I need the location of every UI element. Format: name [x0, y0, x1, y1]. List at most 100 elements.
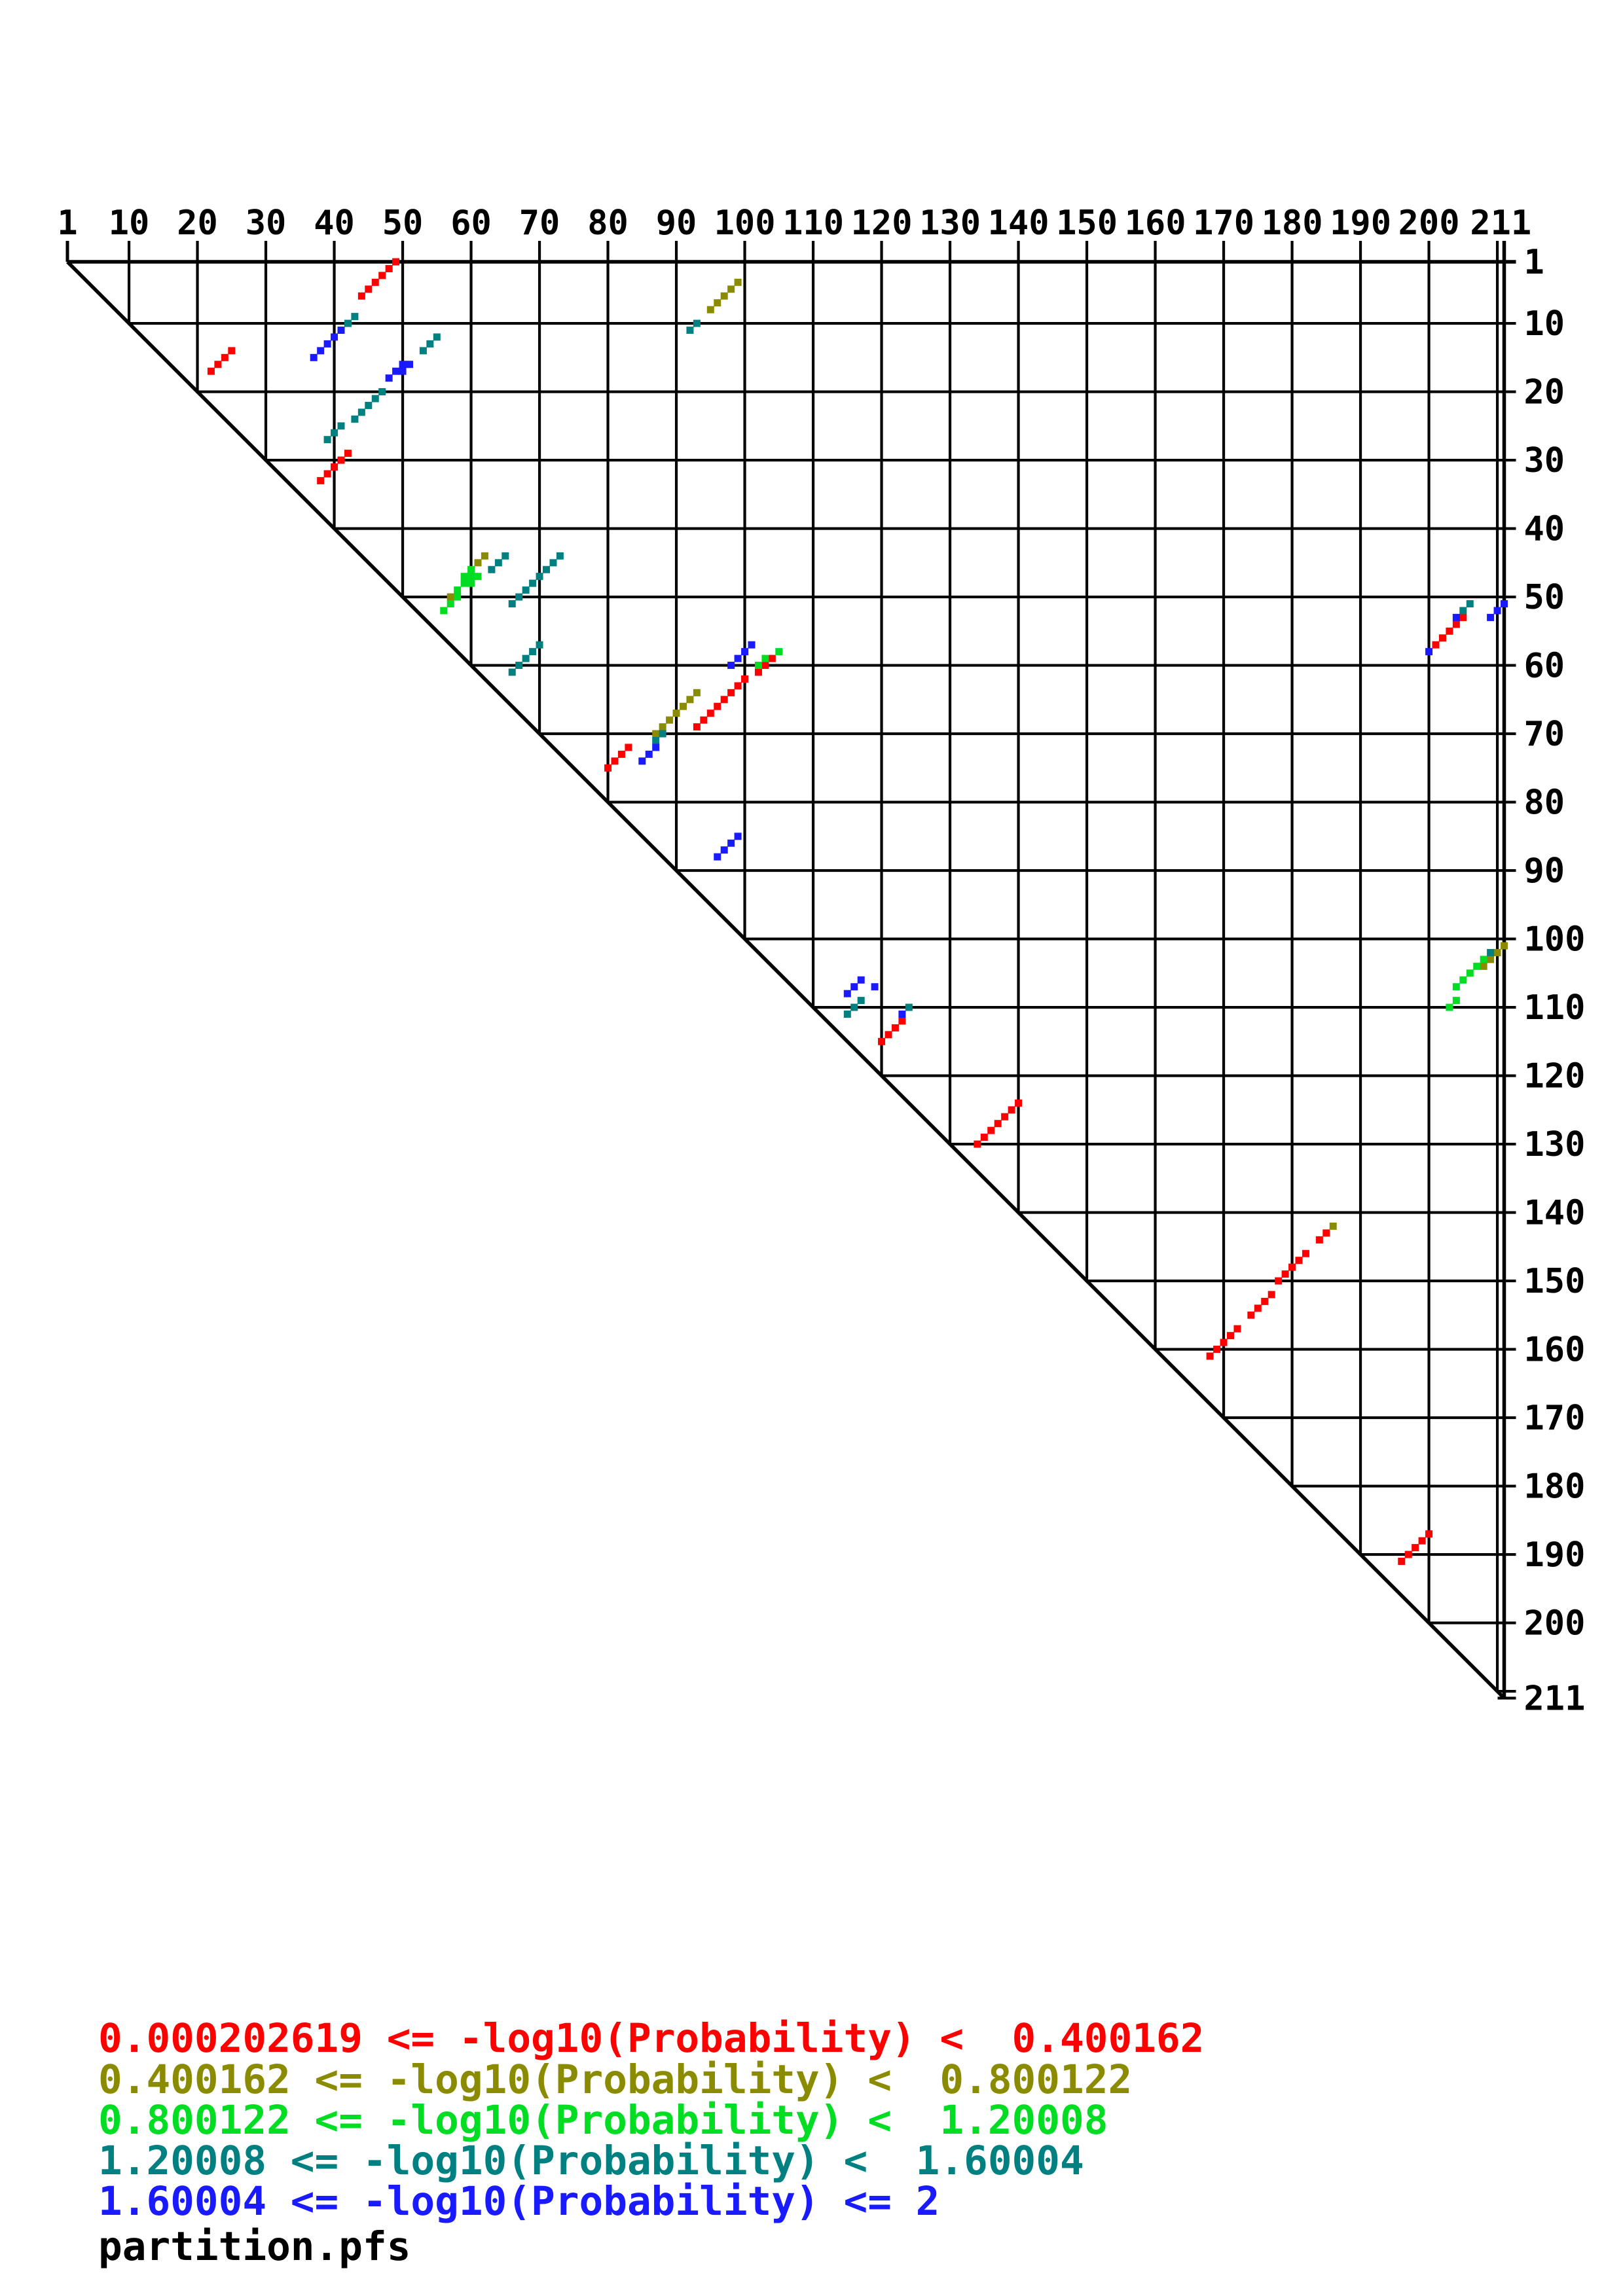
- pair-dot: [228, 347, 236, 355]
- legend-line-green: 0.800122 <= -log10(Probability) < 1.2000…: [98, 2097, 1108, 2144]
- pair-dot: [337, 422, 345, 430]
- pair-dot: [686, 327, 694, 334]
- right-tick-label-1: 1: [1524, 243, 1544, 282]
- pair-dot: [331, 429, 338, 437]
- top-tick-label-1: 1: [57, 204, 77, 243]
- pair-dot: [714, 299, 721, 307]
- pair-dot: [645, 750, 653, 758]
- pair-dot: [741, 675, 749, 683]
- pair-dot: [221, 353, 228, 361]
- top-tick-label-180: 180: [1262, 204, 1323, 243]
- pair-dot: [1459, 976, 1467, 984]
- dots-series-3: [323, 313, 1495, 1018]
- pair-dot: [337, 456, 345, 464]
- right-tick-label-80: 80: [1524, 783, 1565, 823]
- dots-series-0: [207, 258, 1467, 1565]
- pair-dot: [1213, 1346, 1221, 1354]
- pair-dot: [494, 559, 502, 567]
- right-tick-label-100: 100: [1524, 920, 1586, 960]
- right-tick-label-211: 211: [1524, 1679, 1586, 1719]
- pair-dot: [378, 272, 386, 279]
- pair-dot: [454, 586, 462, 594]
- pair-dot: [460, 573, 468, 581]
- grid-lines: [127, 241, 1516, 1693]
- pair-dot: [454, 593, 462, 601]
- pair-dot: [207, 367, 215, 375]
- pair-dot: [1480, 962, 1487, 970]
- pair-dot: [700, 716, 708, 724]
- pair-dot: [529, 648, 537, 656]
- pair-dot: [323, 470, 331, 478]
- pair-dot: [734, 682, 742, 690]
- pair-dot: [1220, 1338, 1228, 1346]
- right-tick-label-140: 140: [1524, 1194, 1586, 1233]
- pair-dot: [1267, 1291, 1275, 1299]
- pair-dot: [508, 668, 516, 676]
- top-tick-label-40: 40: [314, 204, 355, 243]
- pair-dot: [501, 552, 509, 560]
- pair-dot: [1206, 1352, 1214, 1360]
- pair-dot: [652, 744, 660, 751]
- pair-dot: [659, 730, 666, 738]
- pair-dot: [693, 689, 701, 696]
- pair-dot: [652, 737, 660, 744]
- pair-dot: [467, 573, 475, 581]
- pair-dot: [768, 655, 776, 662]
- pair-dot: [508, 600, 516, 607]
- pair-dot: [1446, 627, 1453, 635]
- pair-dot: [447, 593, 454, 601]
- pair-dot: [1446, 1003, 1453, 1011]
- pair-dot: [1398, 1558, 1406, 1565]
- pair-dot: [371, 278, 379, 286]
- pair-dot: [351, 313, 359, 321]
- pair-dot: [1459, 613, 1467, 621]
- pair-dot: [652, 730, 660, 738]
- top-tick-label-70: 70: [519, 204, 560, 243]
- pair-dot: [522, 586, 530, 594]
- top-tick-label-80: 80: [587, 204, 629, 243]
- pair-dot: [878, 1037, 886, 1045]
- right-tick-label-200: 200: [1524, 1604, 1586, 1643]
- pair-dot: [488, 565, 496, 573]
- pair-dot: [850, 1003, 858, 1011]
- pair-dot: [693, 319, 701, 327]
- pair-dot: [871, 983, 879, 991]
- pair-dot: [481, 552, 488, 560]
- pair-dot: [1466, 600, 1474, 607]
- pair-dot: [659, 723, 666, 731]
- pair-dot: [720, 292, 728, 300]
- legend-line-teal: 1.20008 <= -log10(Probability) < 1.60004: [98, 2138, 1084, 2184]
- pair-dot: [392, 258, 400, 266]
- pair-dot: [1261, 1297, 1269, 1305]
- pair-dot: [741, 648, 749, 656]
- pair-dot: [761, 662, 769, 670]
- pair-dot: [843, 990, 851, 997]
- pair-dot: [980, 1134, 988, 1141]
- pair-dot: [1281, 1270, 1289, 1278]
- pair-dot: [536, 641, 543, 649]
- pair-dot: [1459, 607, 1467, 615]
- pair-dot: [754, 668, 762, 676]
- pair-dot: [898, 1011, 906, 1018]
- pair-dot: [344, 319, 352, 327]
- top-tick-label-60: 60: [450, 204, 492, 243]
- pair-dot: [720, 696, 728, 704]
- pair-dot: [310, 353, 318, 361]
- top-tick-label-190: 190: [1330, 204, 1391, 243]
- pair-dot: [672, 709, 680, 717]
- top-tick-label-140: 140: [988, 204, 1049, 243]
- pair-dot: [1233, 1325, 1241, 1333]
- top-tick-label-120: 120: [851, 204, 913, 243]
- pair-dot: [1227, 1332, 1234, 1340]
- pair-dot: [714, 702, 721, 710]
- legend-line-blue: 1.60004 <= -log10(Probability) <= 2: [98, 2178, 940, 2225]
- pair-dot: [714, 853, 721, 861]
- file-name-label: partition.pfs: [98, 2223, 411, 2270]
- pair-dot: [987, 1126, 995, 1134]
- pair-dot: [1275, 1277, 1283, 1285]
- pair-dot: [905, 1003, 913, 1011]
- dots-series-1: [447, 278, 1508, 1230]
- pair-dot: [666, 716, 674, 724]
- pair-dot: [447, 600, 454, 607]
- right-tick-label-70: 70: [1524, 715, 1565, 754]
